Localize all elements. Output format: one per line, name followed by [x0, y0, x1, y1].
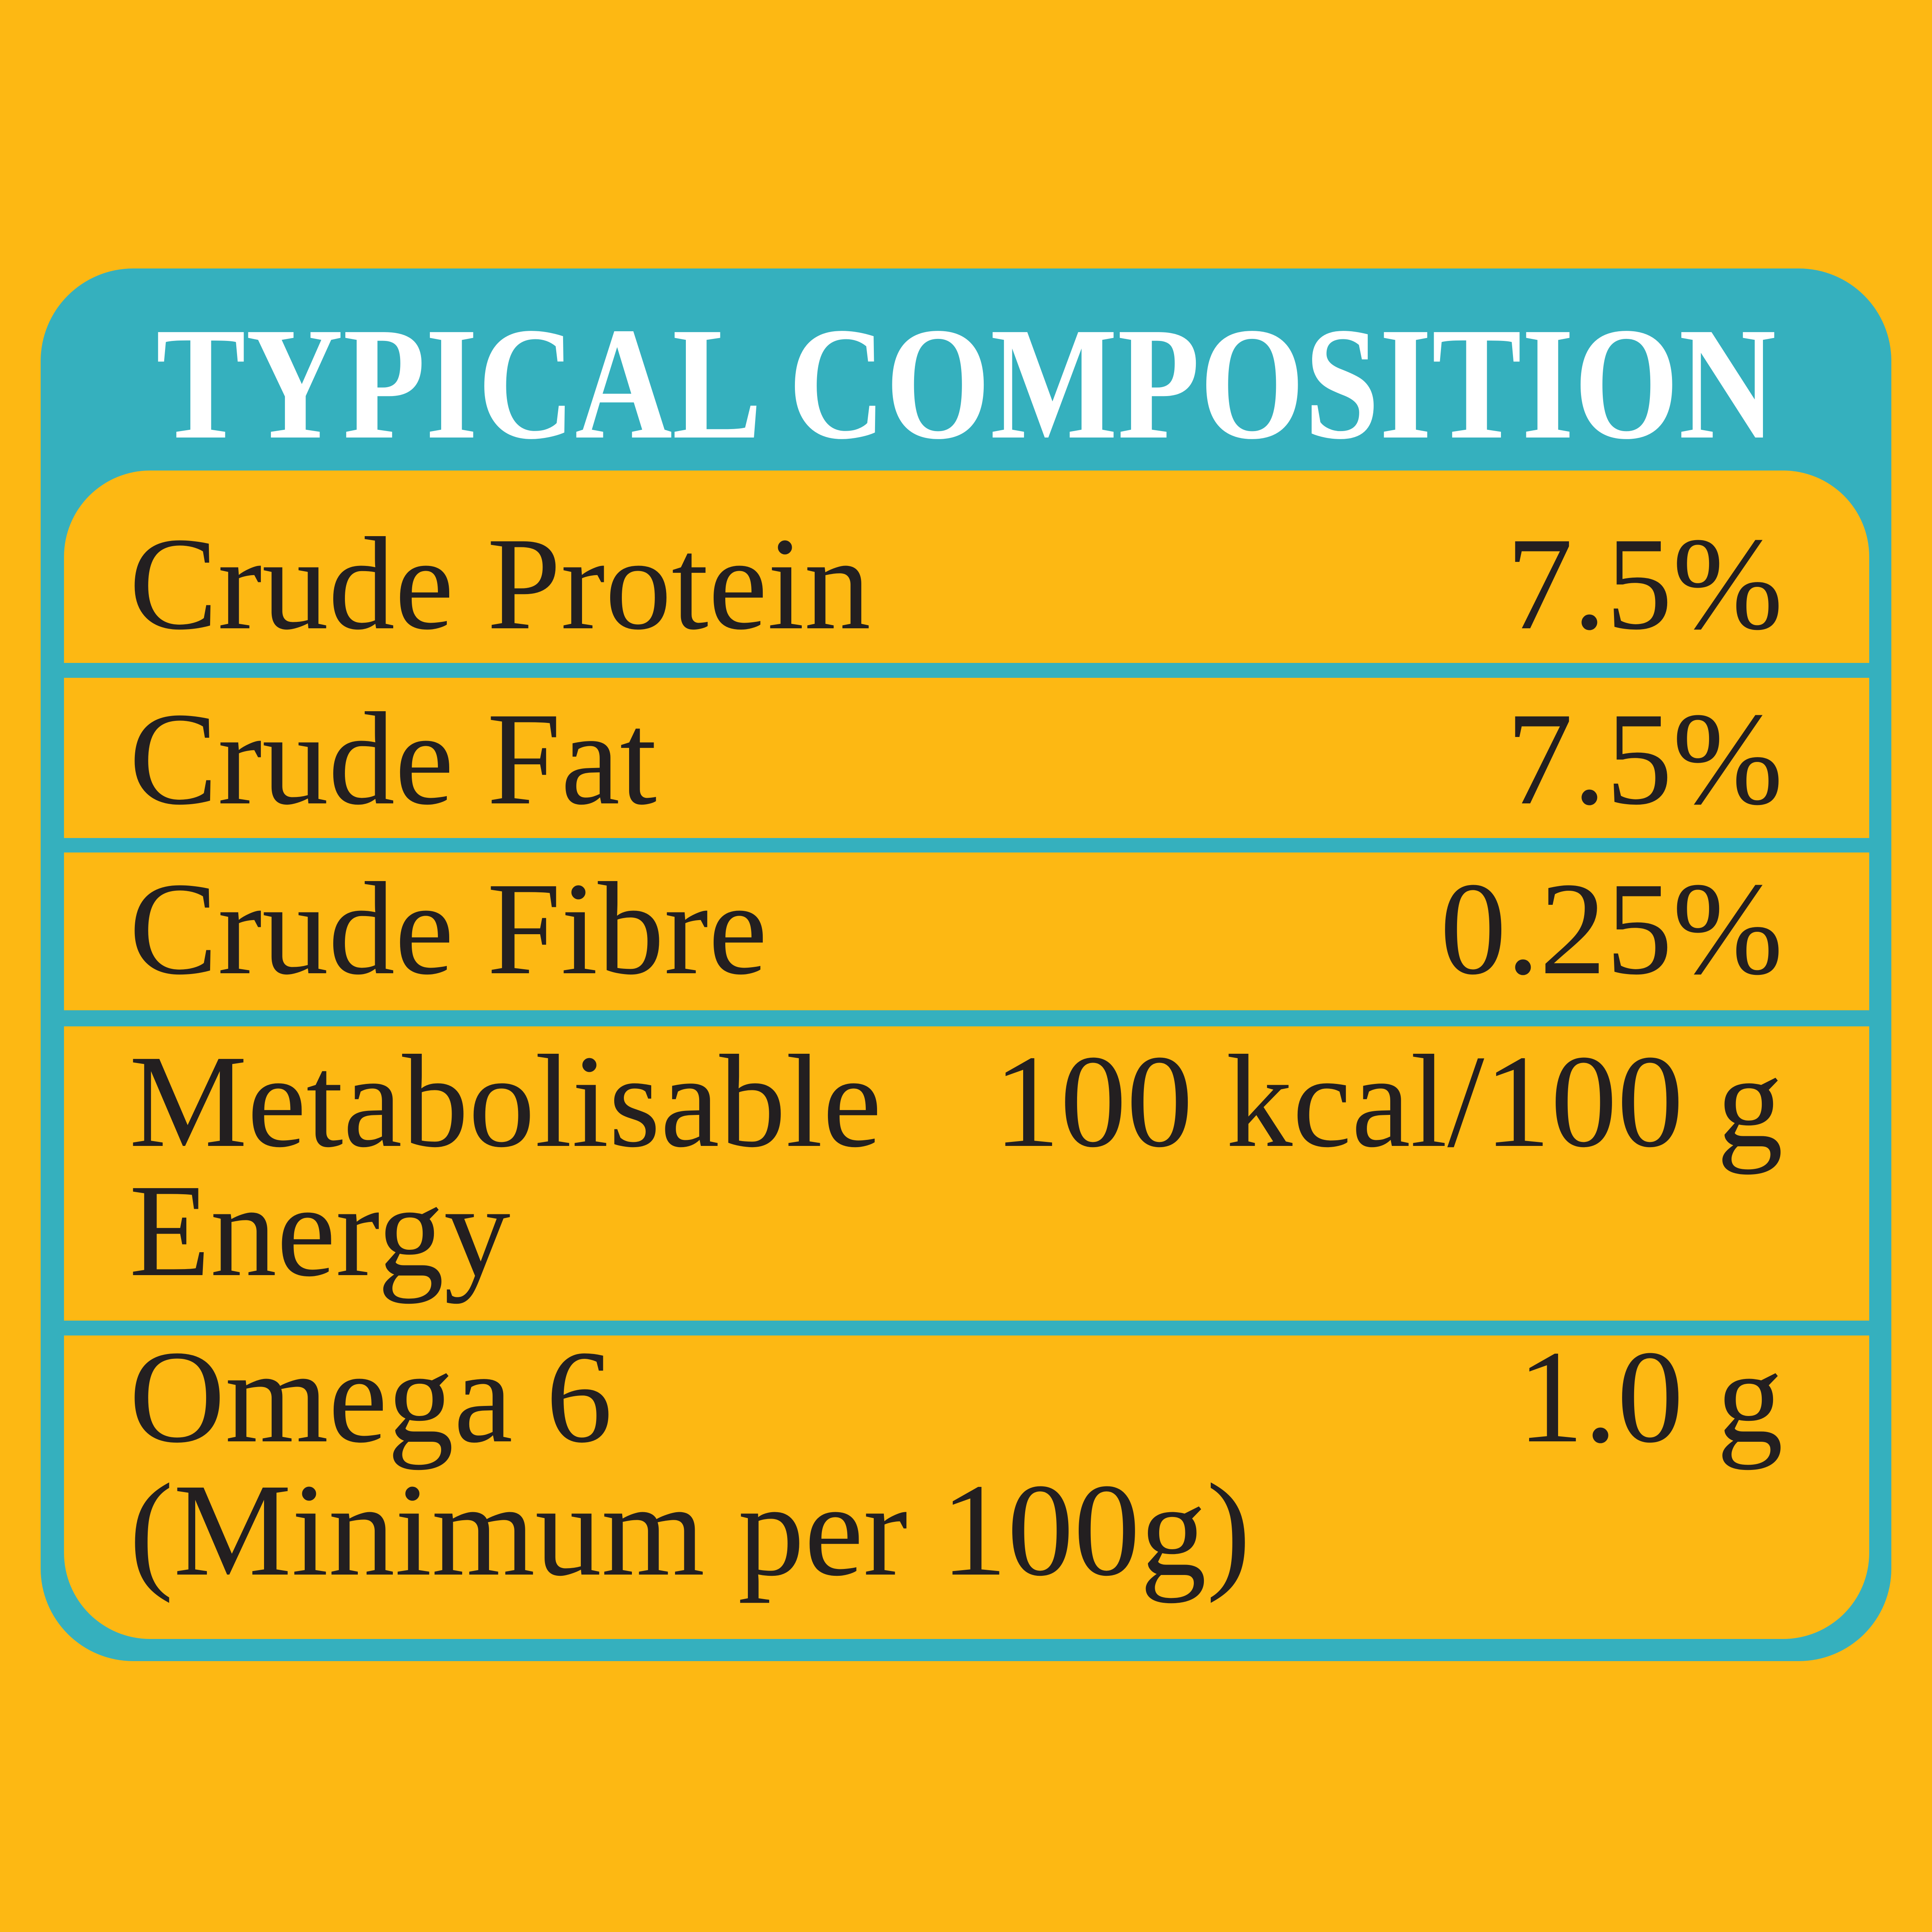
row-label: (Minimum per 100g) [129, 1457, 1251, 1604]
row-separator [64, 1010, 1869, 1026]
row-value: 1.0 g [1517, 1323, 1783, 1470]
title: TYPICAL COMPOSITION [156, 294, 1776, 473]
row-separator [64, 1321, 1869, 1335]
row-label: Crude Fibre [129, 855, 768, 1002]
row-value: 100 kcal/100 g [994, 1028, 1783, 1175]
row-label: Metabolisable [129, 1028, 881, 1175]
row-separator [64, 663, 1869, 678]
row-label: Omega 6 [129, 1323, 612, 1470]
row-value: 7.5% [1507, 510, 1783, 657]
row-separator [64, 838, 1869, 852]
row-value: 7.5% [1507, 685, 1783, 832]
row-label: Crude Fat [129, 685, 657, 832]
inner-panel [64, 471, 1869, 1639]
row-label: Energy [129, 1157, 510, 1304]
row-label: Crude Protein [129, 510, 871, 657]
row-value: 0.25% [1440, 855, 1783, 1002]
